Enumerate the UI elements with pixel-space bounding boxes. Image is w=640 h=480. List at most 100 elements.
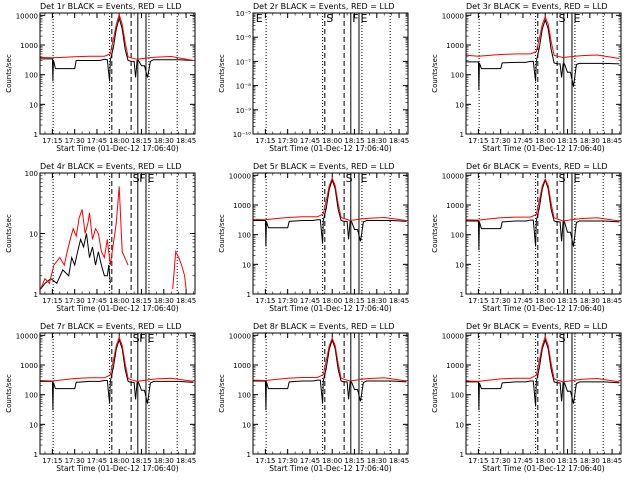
x-tick-label: 18:30 <box>580 137 600 145</box>
events-series-line <box>466 18 620 91</box>
x-tick-label: 18:45 <box>389 137 409 145</box>
time-marker-label: E <box>573 172 580 185</box>
y-axis-label: Counts/sec <box>431 54 439 93</box>
time-marker-label: E <box>360 172 367 185</box>
y-tick-label: 1 <box>34 451 38 459</box>
lld-series-line <box>40 335 194 382</box>
y-tick-label: 100 <box>451 232 464 240</box>
x-tick-label: 18:00 <box>535 137 555 145</box>
x-tick-label: 18:15 <box>557 297 577 305</box>
lld-series-line <box>40 186 129 290</box>
panel-title: Det 2r BLACK = Events, RED = LLD <box>253 2 395 11</box>
panel-title: Det 8r BLACK = Events, RED = LLD <box>253 322 395 331</box>
y-tick-label: 1 <box>460 131 464 139</box>
plot-frame <box>252 332 409 455</box>
y-tick-label: 10 <box>455 421 464 429</box>
x-tick-label: 17:30 <box>65 137 85 145</box>
x-tick-label: 17:45 <box>513 457 533 465</box>
y-tick-label: 10 <box>29 421 38 429</box>
y-tick-label: 100 <box>25 72 38 80</box>
plot-frame <box>39 172 196 295</box>
detector-panel: Det 9r BLACK = Events, RED = LLD Counts/s… <box>431 322 622 473</box>
x-axis-label: Start Time (01-Dec-12 17:06:40) <box>482 304 604 313</box>
time-marker-label: S <box>559 12 566 25</box>
y-tick-label: 10000 <box>442 12 464 20</box>
x-tick-label: 18:00 <box>535 457 555 465</box>
time-marker-label: E <box>147 172 154 185</box>
x-tick-label: 18:15 <box>344 457 364 465</box>
x-axis-label: Start Time (01-Dec-12 17:06:40) <box>56 464 178 473</box>
y-tick-label: 100 <box>25 392 38 400</box>
panel-title: Det 9r BLACK = Events, RED = LLD <box>466 322 608 331</box>
y-tick-label: 1 <box>460 451 464 459</box>
x-tick-label: 17:45 <box>87 297 107 305</box>
y-tick-label: 1000 <box>20 42 38 50</box>
lld-series-line <box>466 15 620 59</box>
x-tick-label: 18:00 <box>322 457 342 465</box>
x-tick-label: 18:30 <box>154 137 174 145</box>
x-tick-label: 18:30 <box>367 137 387 145</box>
y-tick-label: 100 <box>451 72 464 80</box>
x-tick-label: 17:45 <box>300 297 320 305</box>
y-tick-label: 10 <box>29 231 38 239</box>
x-tick-label: 17:45 <box>300 137 320 145</box>
panel-title: Det 5r BLACK = Events, RED = LLD <box>253 162 395 171</box>
time-marker-label: E <box>256 12 263 25</box>
detector-panel: Det 3r BLACK = Events, RED = LLD Counts/s… <box>431 2 622 153</box>
x-tick-label: 17:45 <box>300 457 320 465</box>
lld-series-line <box>466 177 620 222</box>
x-tick-label: 18:15 <box>557 137 577 145</box>
x-tick-label: 18:00 <box>109 297 129 305</box>
x-tick-label: 17:15 <box>42 297 62 305</box>
y-tick-label: 100 <box>238 392 251 400</box>
y-tick-label: 100 <box>238 232 251 240</box>
plot-frame <box>465 172 622 295</box>
y-tick-label: 10000 <box>442 172 464 180</box>
x-tick-label: 17:30 <box>491 297 511 305</box>
x-tick-label: 17:30 <box>65 297 85 305</box>
x-tick-label: 17:45 <box>513 297 533 305</box>
x-tick-label: 18:45 <box>602 137 622 145</box>
y-tick-label: 10⁻⁵ <box>236 10 252 18</box>
y-axis-label: Counts/sec <box>218 54 226 93</box>
x-tick-label: 17:15 <box>42 457 62 465</box>
x-tick-label: 18:45 <box>176 457 196 465</box>
plot-frame <box>465 12 622 135</box>
time-marker-label: S <box>346 172 353 185</box>
y-tick-label: 1000 <box>446 202 464 210</box>
x-tick-label: 18:30 <box>154 457 174 465</box>
time-marker-label: S <box>133 332 140 345</box>
time-marker-label: E <box>360 12 367 25</box>
x-tick-label: 17:15 <box>468 457 488 465</box>
y-tick-label: 10000 <box>442 332 464 340</box>
events-series-line <box>253 178 407 247</box>
x-axis-label: Start Time (01-Dec-12 17:06:40) <box>56 304 178 313</box>
y-tick-label: 10 <box>242 261 251 269</box>
plot-frame <box>39 332 196 455</box>
x-tick-label: 18:30 <box>580 297 600 305</box>
time-marker-label: F <box>139 172 145 185</box>
x-tick-label: 18:45 <box>176 137 196 145</box>
y-tick-label: 10 <box>455 101 464 109</box>
lld-series-line <box>466 335 620 383</box>
plot-frame <box>252 12 409 135</box>
y-axis-label: Counts/sec <box>5 54 13 93</box>
time-marker-label: S <box>559 172 566 185</box>
x-axis-label: Start Time (01-Dec-12 17:06:40) <box>482 144 604 153</box>
x-axis-label: Start Time (01-Dec-12 17:06:40) <box>269 464 391 473</box>
events-series-line <box>466 338 620 411</box>
y-tick-label: 1000 <box>446 42 464 50</box>
x-axis-label: Start Time (01-Dec-12 17:06:40) <box>269 304 391 313</box>
y-tick-label: 1 <box>247 291 251 299</box>
y-tick-label: 10000 <box>16 12 38 20</box>
x-tick-label: 17:15 <box>468 137 488 145</box>
events-series-line <box>466 178 620 251</box>
y-tick-label: 10⁻⁷ <box>236 58 252 66</box>
x-tick-label: 17:45 <box>513 137 533 145</box>
y-tick-label: 1000 <box>446 362 464 370</box>
time-marker-label: S <box>326 12 333 25</box>
x-tick-label: 17:15 <box>255 137 275 145</box>
x-tick-label: 18:30 <box>367 457 387 465</box>
y-axis-label: Counts/sec <box>5 214 13 253</box>
